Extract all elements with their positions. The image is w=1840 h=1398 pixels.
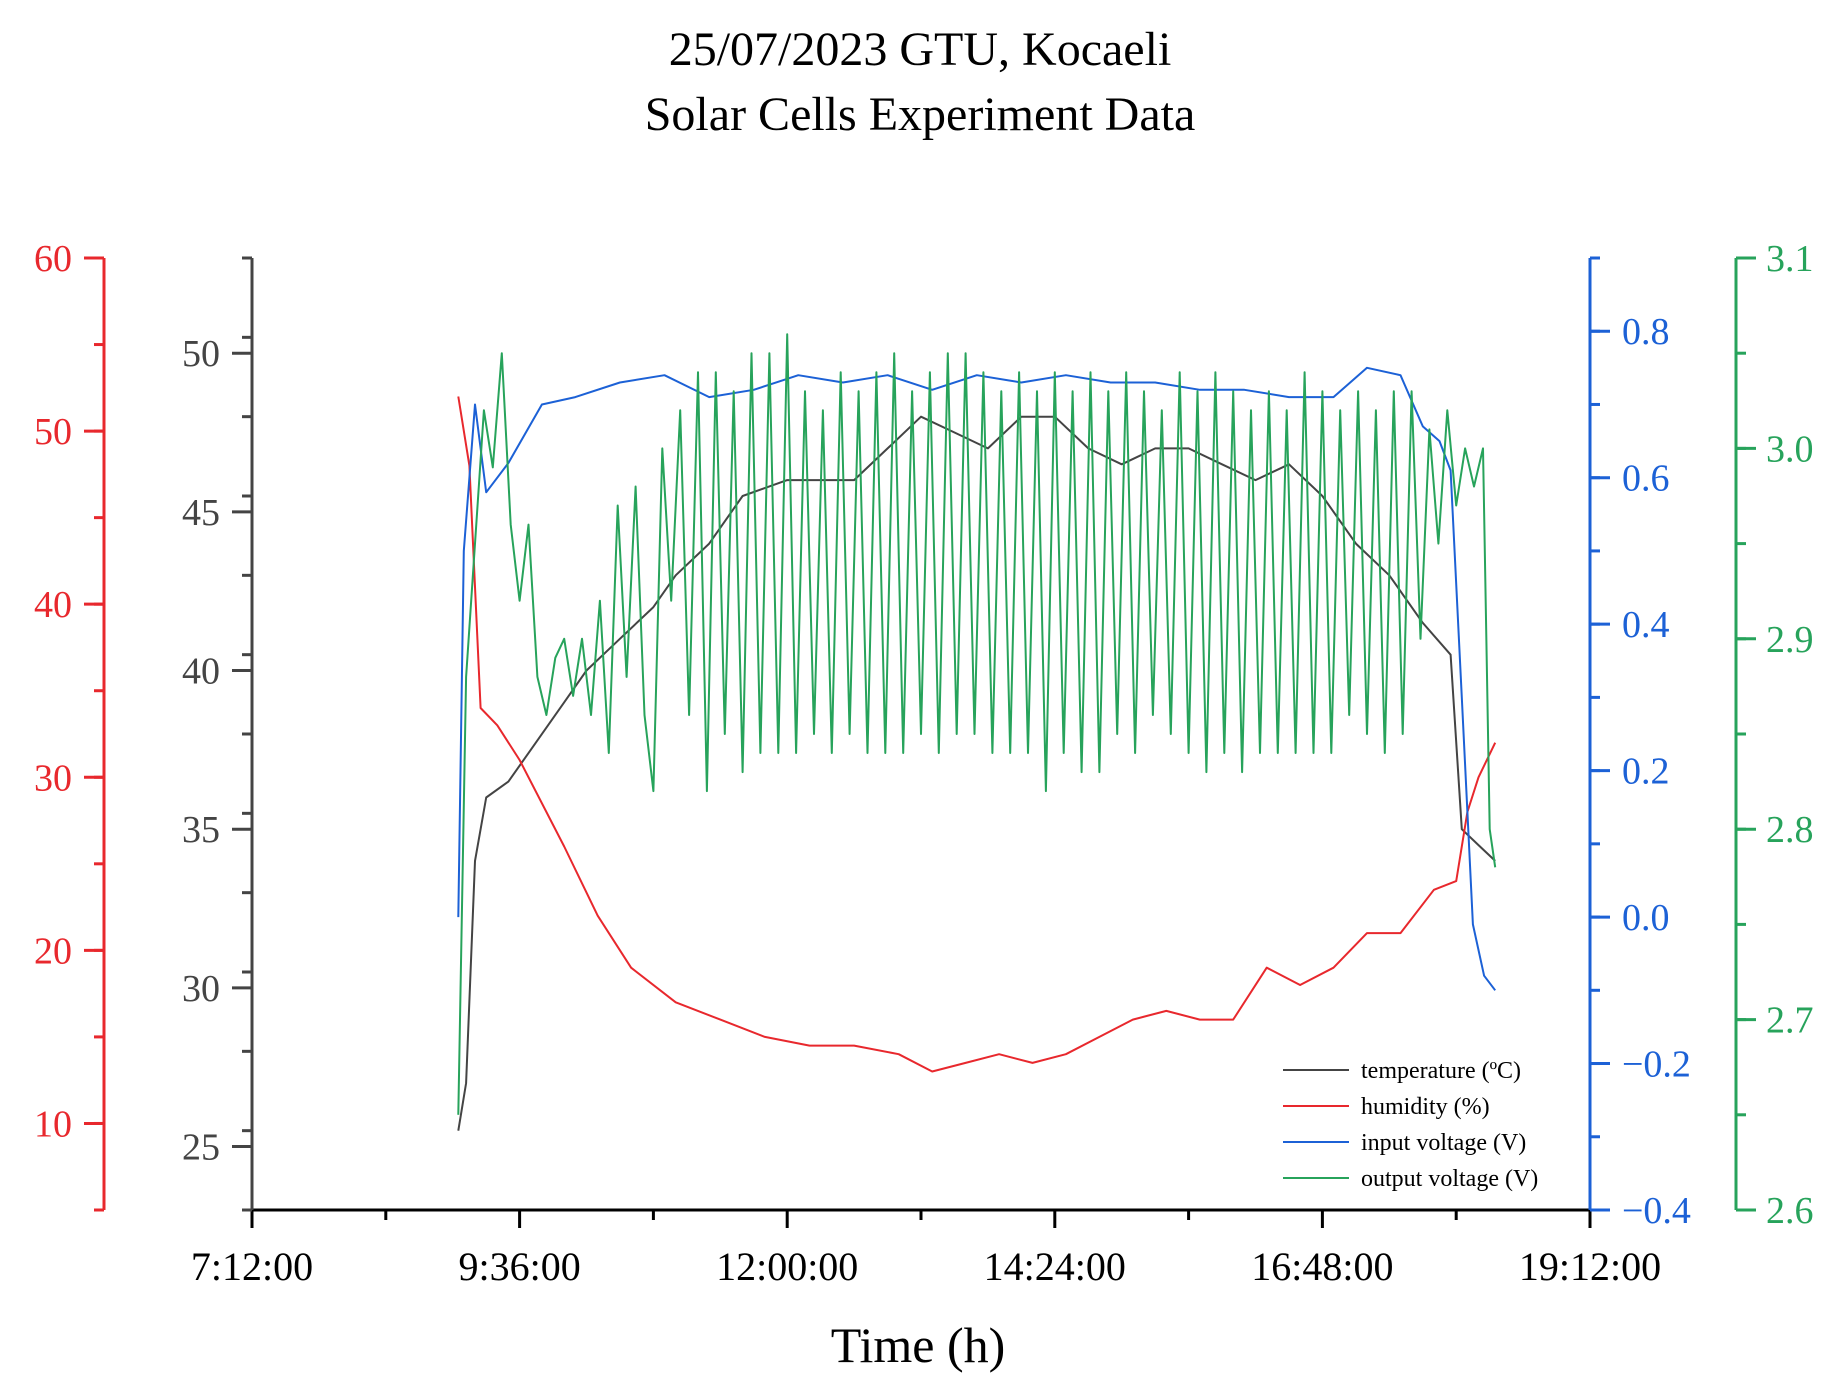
- x-tick-label: 14:24:00: [984, 1244, 1126, 1289]
- legend-label: humidity (%): [1361, 1094, 1490, 1120]
- black-y-tick-label: 50: [182, 333, 220, 375]
- green-y-tick-label: 2.8: [1766, 809, 1814, 851]
- blue-y-tick-label: −0.2: [1622, 1044, 1691, 1086]
- black-y-tick-label: 40: [182, 651, 220, 693]
- green-y-tick-label: 2.6: [1766, 1190, 1814, 1232]
- x-tick-label: 9:36:00: [458, 1244, 580, 1289]
- green-y-tick-label: 3.0: [1766, 428, 1814, 470]
- black-y-tick-label: 25: [182, 1127, 220, 1169]
- red-y-tick-label: 30: [34, 757, 72, 799]
- series-line-red: [457, 396, 1497, 1073]
- x-tick-label: 16:48:00: [1251, 1244, 1393, 1289]
- x-tick-label: 19:12:00: [1519, 1244, 1661, 1289]
- black-y-tick-label: 45: [182, 492, 220, 534]
- plot-layer: 7:12:00 9:36:00 12:00:00 14:24:00 16:48:00 19…: [34, 238, 1814, 1289]
- red-y-tick-label: 40: [34, 584, 72, 626]
- red-y-tick-label: 50: [34, 411, 72, 453]
- x-tick-label: 12:00:00: [716, 1244, 858, 1289]
- green-y-tick-label: 2.7: [1766, 1000, 1814, 1042]
- black-y-tick-label: 35: [182, 809, 220, 851]
- series-line-blue: [457, 366, 1496, 991]
- red-y-tick-label: 10: [34, 1103, 72, 1145]
- blue-y-tick-label: −0.4: [1622, 1190, 1691, 1232]
- x-axis-title: Time (h): [831, 1317, 1006, 1373]
- blue-y-tick-label: 0.8: [1622, 311, 1670, 353]
- legend-label: output voltage (V): [1361, 1166, 1538, 1192]
- red-y-tick-label: 20: [34, 930, 72, 972]
- blue-y-tick-label: 0.2: [1622, 751, 1670, 793]
- series-line-black: [457, 415, 1496, 1131]
- blue-y-tick-label: 0.6: [1622, 458, 1670, 500]
- green-y-tick-label: 2.9: [1766, 619, 1814, 661]
- series-line-green: [457, 333, 1497, 1115]
- red-y-tick-label: 60: [34, 238, 72, 280]
- legend-label: temperature (ºC): [1361, 1058, 1521, 1084]
- black-y-tick-label: 30: [182, 968, 220, 1010]
- legend: temperature (ºC) humidity (%) input voltag…: [1283, 1058, 1538, 1192]
- x-tick-label: 7:12:00: [191, 1244, 313, 1289]
- legend-label: input voltage (V): [1361, 1130, 1526, 1156]
- green-y-tick-label: 3.1: [1766, 238, 1814, 280]
- blue-y-tick-label: 0.0: [1622, 897, 1670, 939]
- chart-title-line2: Solar Cells Experiment Data: [645, 88, 1196, 141]
- chart-title-line1: 25/07/2023 GTU, Kocaeli: [669, 23, 1172, 76]
- blue-y-tick-label: 0.4: [1622, 604, 1670, 646]
